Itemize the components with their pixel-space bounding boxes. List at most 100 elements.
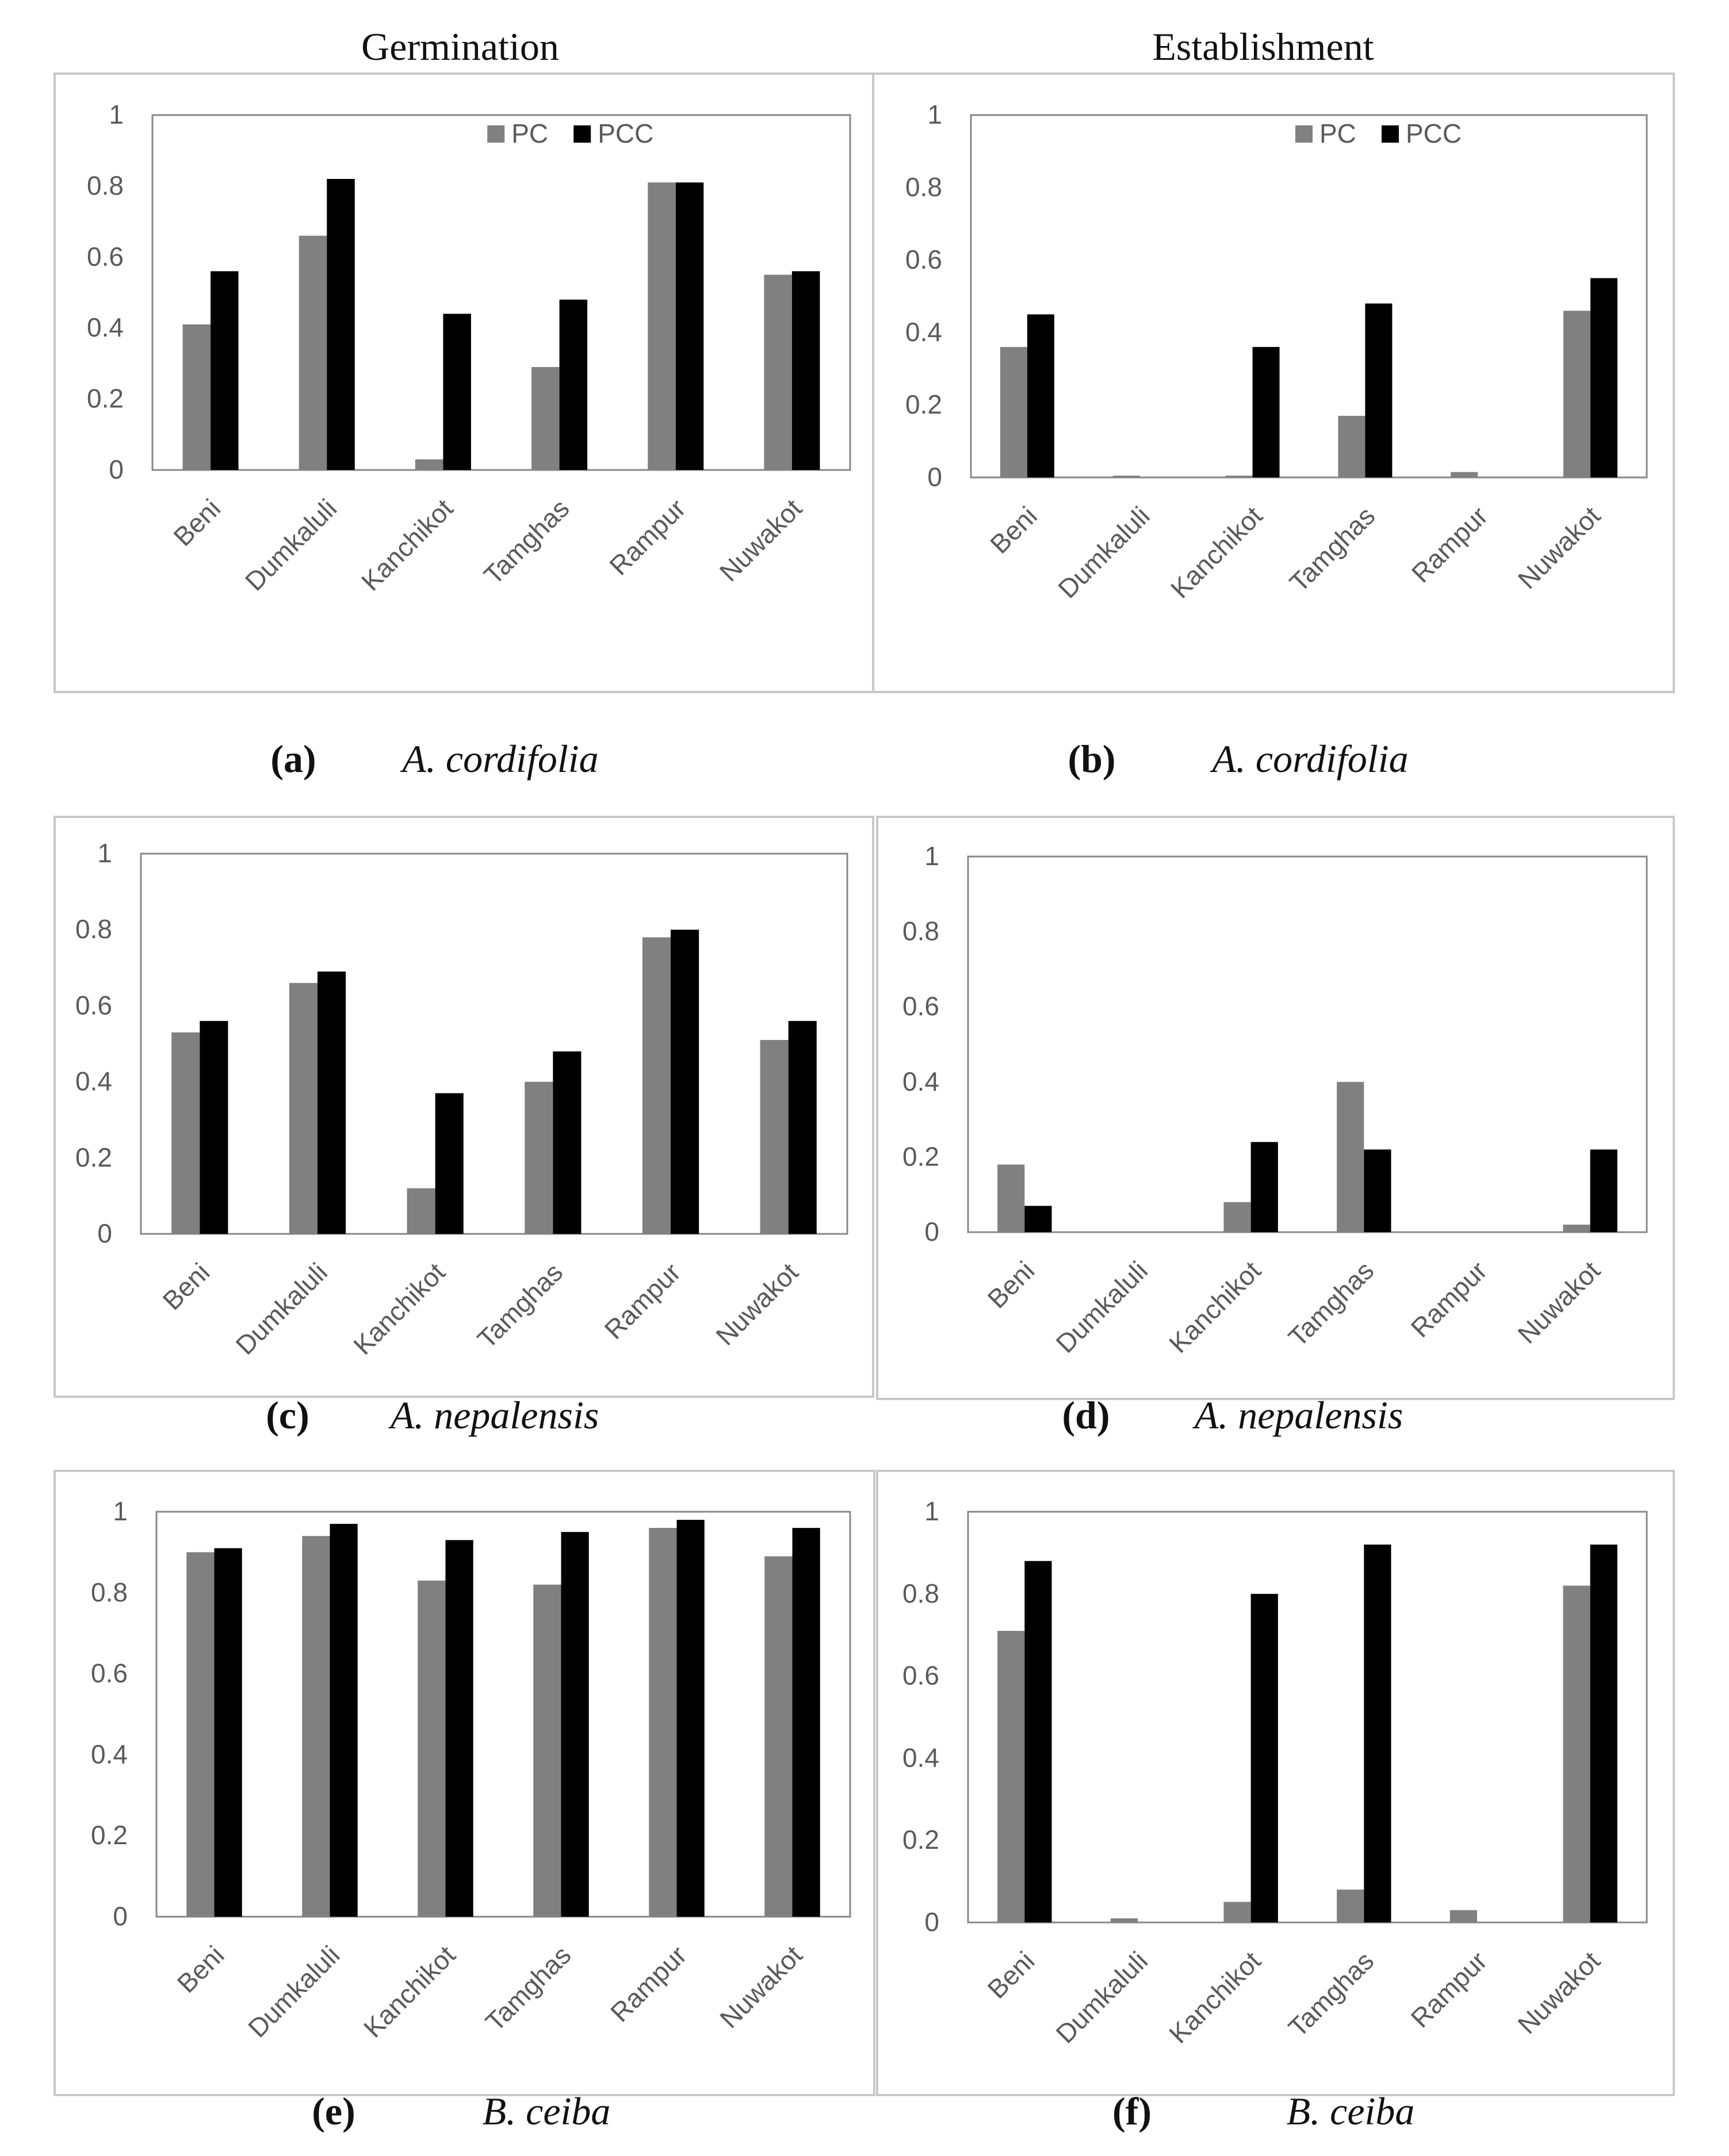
bar-pc-tamghas: [1337, 1889, 1364, 1922]
bar-pc-kanchikot: [1223, 1202, 1251, 1232]
bar-pc-nuwakot: [764, 1556, 793, 1917]
x-tick-label: Rampur: [1405, 1945, 1493, 2033]
panel-d: 0 0.2 0.4 0.6 0.8 1 Beni Dumkaluli Kanchikot Tamg…: [876, 816, 1675, 1437]
x-tick-label: Beni: [982, 1945, 1041, 2004]
bar-pcc-kanchikot: [435, 1093, 464, 1234]
x-tick-label: Dumkaluli: [1052, 500, 1156, 604]
y-tick-label: 1: [927, 100, 942, 129]
y-tick-label: 1: [924, 1496, 939, 1526]
bar-pcc-tamghas: [1364, 1149, 1391, 1232]
x-tick-label: Beni: [171, 1940, 230, 1998]
panel-b: 0 0.2 0.4 0.6 0.8 1 Beni Dumkaluli Kanchikot Tamg…: [872, 72, 1675, 781]
legend-swatch-pc: [1295, 125, 1313, 143]
plot-area: [155, 1511, 851, 1918]
bar-pc-rampur: [648, 182, 676, 470]
y-tick-label: 0.6: [905, 244, 942, 274]
bar-pc-dumkaluli: [289, 983, 318, 1234]
bar-pc-tamghas: [533, 1584, 561, 1917]
bar-pcc-rampur: [675, 182, 704, 470]
y-tick-label: 1: [109, 100, 124, 129]
panel-species: A. nepalensis: [1192, 1393, 1403, 1437]
bar-pc-beni: [997, 1164, 1025, 1232]
panel-label: (f): [1112, 2089, 1152, 2133]
panel-label: (a): [270, 737, 316, 781]
bar-pcc-nuwakot: [1590, 1545, 1617, 1922]
bar-pcc-kanchikot: [445, 1540, 473, 1917]
x-tick-label: Beni: [157, 1257, 216, 1316]
bar-pc-tamghas: [525, 1081, 553, 1234]
x-tick-label: Rampur: [599, 1257, 686, 1344]
panel-species: A. nepalensis: [388, 1393, 599, 1437]
bar-pcc-tamghas: [1364, 1545, 1391, 1922]
y-tick-label: 0: [109, 454, 124, 484]
bar-pc-dumkaluli: [1112, 475, 1140, 477]
bar-pc-nuwakot: [764, 274, 792, 470]
y-tick-label: 0.8: [87, 170, 124, 200]
bar-pc-kanchikot: [1223, 1902, 1251, 1922]
y-tick-label: 0: [113, 1901, 128, 1931]
x-tick-label: Rampur: [1405, 1255, 1493, 1343]
panel-frame: [53, 816, 874, 1398]
x-tick-label: Nuwakot: [1512, 500, 1606, 594]
y-tick-label: 0.4: [905, 317, 942, 347]
bar-pc-dumkaluli: [299, 235, 327, 470]
panel-a: 0 0.2 0.4 0.6 0.8 1 Beni Dumkaluli Kanchikot Tamg…: [53, 72, 874, 781]
bar-pcc-beni: [211, 271, 239, 470]
bar-pc-tamghas: [1338, 415, 1365, 477]
bar-pcc-dumkaluli: [327, 179, 355, 470]
x-tick-label: Tamghas: [480, 1940, 577, 2037]
x-tick-label: Rampur: [1406, 500, 1493, 588]
column-title-establishment: Establishment: [1152, 25, 1374, 68]
column-title-germination: Germination: [361, 25, 559, 68]
bar-pc-nuwakot: [760, 1039, 789, 1234]
y-tick-label: 1: [113, 1496, 128, 1526]
panel-label: (c): [266, 1393, 309, 1437]
panel-species: B. ceiba: [483, 2089, 611, 2133]
x-tick-label: Kanchikot: [355, 493, 459, 597]
y-tick-label: 0.8: [905, 172, 942, 202]
bar-pcc-beni: [1024, 1561, 1052, 1922]
y-tick-label: 0.4: [902, 1066, 939, 1096]
y-tick-label: 0: [924, 1217, 939, 1247]
bar-pcc-kanchikot: [1250, 1142, 1278, 1232]
x-tick-label: Tamghas: [1283, 1255, 1380, 1352]
bar-pc-rampur: [649, 1528, 677, 1917]
x-tick-label: Beni: [167, 493, 226, 552]
x-tick-label: Kanchikot: [358, 1940, 461, 2043]
panel-e: 0 0.2 0.4 0.6 0.8 1 Beni Dumkaluli Kanchikot Tamg…: [53, 1470, 875, 2133]
legend-swatch-pcc: [1382, 125, 1399, 143]
y-tick-label: 0.6: [75, 990, 112, 1020]
bar-pcc-beni: [200, 1020, 228, 1234]
bar-pc-beni: [182, 324, 211, 470]
bar-pc-kanchikot: [418, 1580, 446, 1917]
bar-pc-beni: [171, 1032, 200, 1234]
x-tick-label: Nuwakot: [714, 493, 808, 587]
bar-pc-kanchikot: [415, 459, 443, 470]
x-tick-label: Beni: [984, 500, 1043, 559]
y-tick-label: 0: [927, 462, 942, 492]
y-tick-label: 0.2: [902, 1141, 939, 1171]
bar-pcc-nuwakot: [791, 271, 820, 470]
legend-swatch-pcc: [573, 125, 591, 143]
y-tick-label: 0.6: [87, 242, 124, 272]
plot-area: [140, 853, 848, 1235]
x-tick-label: Tamghas: [1283, 1945, 1380, 2043]
x-tick-label: Nuwakot: [1512, 1945, 1605, 2039]
panel-frame: [876, 1470, 1675, 2096]
panel-frame: [872, 72, 1675, 693]
y-tick-label: 1: [97, 838, 112, 868]
y-tick-label: 0.2: [87, 384, 124, 414]
x-tick-label: Nuwakot: [710, 1257, 804, 1351]
bar-pcc-tamghas: [559, 299, 588, 470]
panel-c: 0 0.2 0.4 0.6 0.8 1 Beni Dumkaluli Kanchikot Tamg…: [53, 816, 874, 1437]
bar-pc-beni: [1000, 347, 1027, 477]
bar-pcc-tamghas: [553, 1051, 582, 1234]
bar-pc-nuwakot: [1563, 311, 1591, 477]
bar-pcc-nuwakot: [788, 1020, 817, 1234]
x-tick-label: Dumkaluli: [239, 493, 343, 597]
legend-label-pcc: PCC: [1406, 118, 1462, 148]
bar-pc-dumkaluli: [302, 1536, 330, 1917]
y-tick-label: 0.2: [91, 1820, 128, 1850]
bar-pc-kanchikot: [1225, 475, 1253, 477]
panel-label: (d): [1062, 1393, 1110, 1437]
